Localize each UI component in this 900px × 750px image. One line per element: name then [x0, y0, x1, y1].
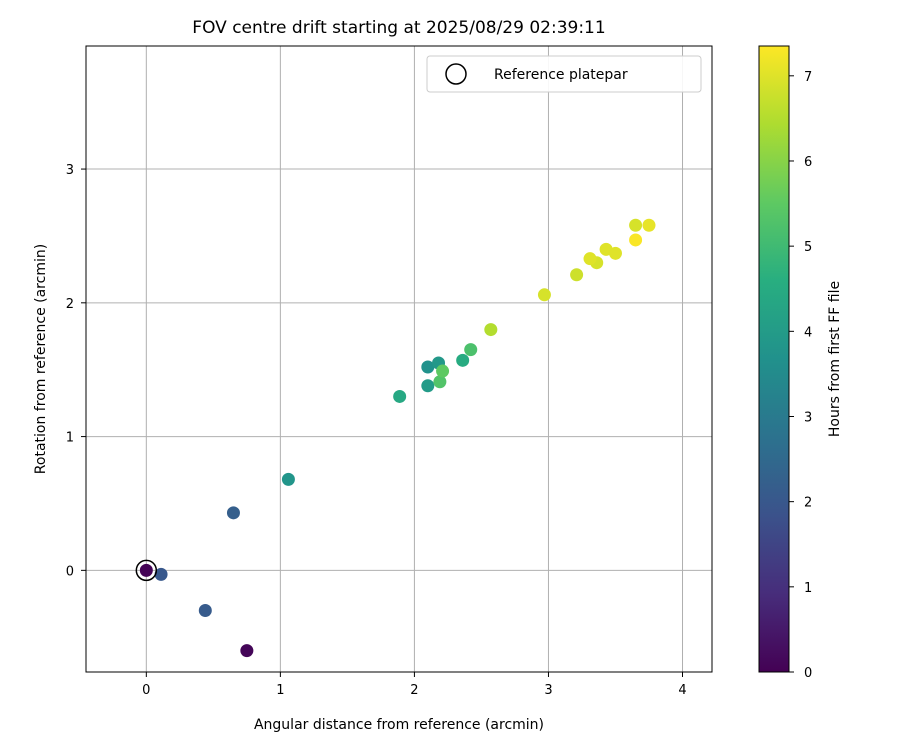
data-point: [456, 353, 470, 367]
data-point: [154, 567, 168, 581]
legend-entry-reference: Reference platepar: [494, 67, 628, 83]
y-axis-ticks: 0 1 2 3: [66, 163, 86, 579]
data-points: [135, 218, 656, 658]
data-point: [436, 364, 450, 378]
data-point: [139, 563, 153, 577]
colorbar-ticks: 0 1 2 3 4 5 6 7: [789, 70, 812, 681]
data-point: [421, 379, 435, 393]
data-point: [198, 603, 212, 617]
data-point: [537, 288, 551, 302]
data-point: [583, 252, 597, 266]
legend-box: [426, 55, 702, 93]
data-point: [421, 360, 435, 374]
x-axis-label: Angular distance from reference (arcmin): [254, 717, 544, 733]
y-tick-label: 2: [66, 297, 74, 312]
x-axis-ticks: 0 1 2 3 4: [142, 672, 687, 698]
x-tick-label: 3: [544, 683, 552, 698]
colorbar-tick-label: 5: [804, 240, 812, 255]
y-tick-label: 0: [66, 564, 74, 579]
data-point: [608, 246, 622, 260]
colorbar-tick-label: 6: [804, 155, 812, 170]
chart-title: FOV centre drift starting at 2025/08/29 …: [192, 18, 605, 38]
data-point: [433, 375, 447, 389]
plot-frame: [85, 45, 713, 673]
colorbar-tick-label: 4: [804, 325, 812, 340]
reference-platepar-marker: [135, 559, 158, 582]
colorbar: 0 1 2 3 4 5 6 7 Hours from first FF file: [758, 45, 843, 681]
y-tick-label: 3: [66, 163, 74, 178]
legend: Reference platepar: [426, 55, 702, 93]
colorbar-tick-label: 2: [804, 496, 812, 511]
x-tick-label: 1: [276, 683, 284, 698]
data-point: [629, 218, 643, 232]
data-point: [570, 268, 584, 282]
data-point: [226, 506, 240, 520]
data-point: [281, 472, 295, 486]
grid: [86, 46, 712, 672]
colorbar-tick-label: 1: [804, 581, 812, 596]
x-tick-label: 0: [142, 683, 150, 698]
colorbar-tick-label: 3: [804, 410, 812, 425]
colorbar-gradient: [758, 45, 790, 673]
x-tick-label: 2: [410, 683, 418, 698]
data-point: [629, 233, 643, 247]
colorbar-tick-label: 0: [804, 666, 812, 681]
colorbar-label: Hours from first FF file: [827, 281, 843, 437]
data-point: [484, 323, 498, 337]
data-point: [393, 389, 407, 403]
legend-marker-reference: [445, 63, 467, 85]
y-tick-label: 1: [66, 431, 74, 446]
y-axis-label: Rotation from reference (arcmin): [33, 244, 49, 474]
data-point: [464, 343, 478, 357]
x-tick-label: 4: [678, 683, 686, 698]
data-point: [642, 218, 656, 232]
data-point: [240, 644, 254, 658]
colorbar-tick-label: 7: [804, 70, 812, 85]
